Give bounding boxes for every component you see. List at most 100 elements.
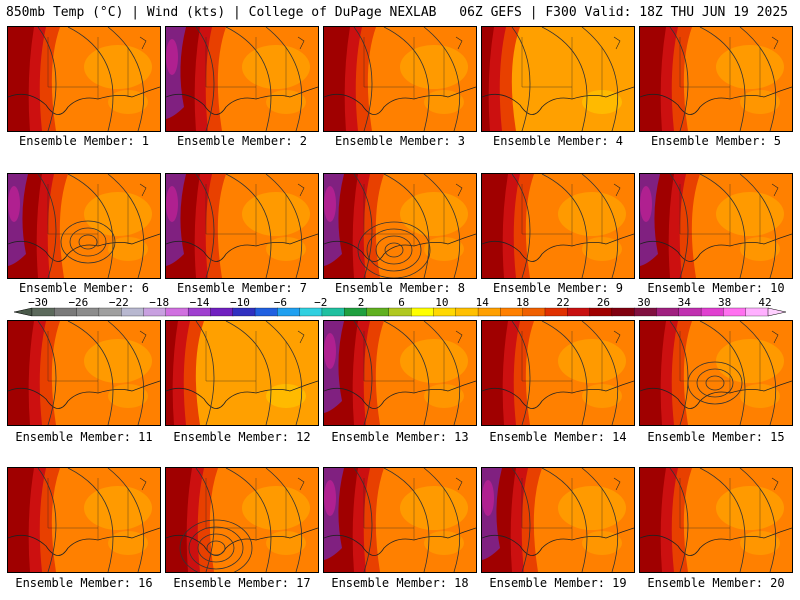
colorbar-swatch <box>700 307 725 317</box>
map-title: 850mb Temp (°C) | Wind (kts) | College o… <box>6 5 437 20</box>
temperature-map <box>640 174 792 278</box>
ensemble-member-label: Ensemble Member: 17 <box>173 576 311 590</box>
colorbar-swatch <box>500 307 524 317</box>
temperature-map <box>324 321 476 425</box>
ensemble-member-label: Ensemble Member: 8 <box>334 281 466 295</box>
colorbar-swatch <box>54 307 78 317</box>
ensemble-member-label: Ensemble Member: 2 <box>176 134 308 148</box>
colorbar-swatch <box>567 307 591 317</box>
colorbar-tick-label: 22 <box>556 296 570 309</box>
colorbar-swatch <box>611 307 635 317</box>
temperature-map <box>482 321 634 425</box>
temperature-map <box>324 468 476 572</box>
colorbar-swatch <box>477 307 502 317</box>
ensemble-map-panel <box>323 173 477 279</box>
ensemble-member-label: Ensemble Member: 20 <box>647 576 785 590</box>
ensemble-member-label: Ensemble Member: 5 <box>650 134 782 148</box>
colorbar-tick-label: −10 <box>230 296 250 309</box>
ensemble-map-panel <box>481 467 635 573</box>
ensemble-map-panel <box>639 320 793 426</box>
colorbar-right-arrow <box>767 307 787 317</box>
colorbar-tick-label: 26 <box>596 296 611 309</box>
colorbar-tick-label: 34 <box>677 296 691 309</box>
colorbar-swatch <box>277 307 301 317</box>
colorbar-swatch <box>76 307 100 317</box>
ensemble-map-panel <box>323 26 477 132</box>
colorbar-swatch <box>187 307 212 317</box>
ensemble-map-panel <box>165 26 319 132</box>
temperature-map <box>640 27 792 131</box>
ensemble-member-label: Ensemble Member: 1 <box>18 134 150 148</box>
colorbar-tick-label: 2 <box>357 296 365 309</box>
colorbar-tick-label: 18 <box>516 296 530 309</box>
temperature-map <box>482 27 634 131</box>
colorbar-tick-label: 42 <box>758 296 772 309</box>
ensemble-map-panel <box>481 173 635 279</box>
ensemble-member-label: Ensemble Member: 15 <box>647 430 785 444</box>
ensemble-map-panel <box>7 467 161 573</box>
colorbar-swatch <box>455 307 479 317</box>
temperature-map <box>166 468 318 572</box>
ensemble-map-panel <box>7 26 161 132</box>
colorbar-swatch <box>121 307 145 317</box>
ensemble-member-label: Ensemble Member: 12 <box>173 430 311 444</box>
colorbar-swatch <box>656 307 680 317</box>
colorbar-swatch <box>165 307 189 317</box>
ensemble-member-label: Ensemble Member: 10 <box>647 281 785 295</box>
temperature-map <box>8 27 160 131</box>
colorbar-tick-label: 6 <box>398 296 405 309</box>
temperature-map <box>8 174 160 278</box>
colorbar-tick-label: −14 <box>189 296 210 309</box>
ensemble-map-panel <box>165 320 319 426</box>
colorbar-swatch <box>589 307 613 317</box>
ensemble-member-label: Ensemble Member: 9 <box>492 281 624 295</box>
ensemble-map-panel <box>481 320 635 426</box>
temperature-map <box>324 27 476 131</box>
colorbar-swatch <box>366 307 390 317</box>
colorbar-swatch <box>678 307 702 317</box>
colorbar-swatch <box>411 307 435 317</box>
colorbar-swatch <box>388 307 412 317</box>
ensemble-map-panel <box>639 467 793 573</box>
ensemble-member-label: Ensemble Member: 19 <box>489 576 627 590</box>
colorbar-swatch <box>232 307 256 317</box>
temperature-map <box>166 174 318 278</box>
colorbar-tick-label: 14 <box>475 296 489 309</box>
colorbar-swatch <box>522 307 546 317</box>
ensemble-map-panel <box>7 320 161 426</box>
ensemble-map-panel <box>323 467 477 573</box>
colorbar-left-arrow <box>13 307 33 317</box>
ensemble-member-label: Ensemble Member: 18 <box>331 576 469 590</box>
ensemble-map-panel <box>165 467 319 573</box>
model-run-info: 06Z GEFS | F300 Valid: 18Z THU JUN 19 20… <box>459 5 788 20</box>
colorbar-tick-label: −2 <box>314 296 328 309</box>
colorbar-swatch <box>544 307 568 317</box>
colorbar-swatch <box>321 307 345 317</box>
ensemble-map-panel <box>481 26 635 132</box>
colorbar-tick-label: −6 <box>273 296 287 309</box>
ensemble-map-panel <box>165 173 319 279</box>
temperature-map <box>166 27 318 131</box>
colorbar-swatch <box>723 307 747 317</box>
colorbar-swatch <box>143 307 167 317</box>
colorbar-swatch <box>210 307 234 317</box>
colorbar-tick-label: −26 <box>68 296 89 309</box>
ensemble-member-label: Ensemble Member: 7 <box>176 281 308 295</box>
ensemble-map-panel <box>639 26 793 132</box>
colorbar-tick-label: −30 <box>28 296 48 309</box>
ensemble-member-label: Ensemble Member: 16 <box>15 576 153 590</box>
temperature-map <box>640 468 792 572</box>
colorbar-swatch <box>344 307 368 317</box>
colorbar-tick-label: −18 <box>149 296 170 309</box>
temperature-map <box>324 174 476 278</box>
ensemble-map-panel <box>639 173 793 279</box>
ensemble-member-label: Ensemble Member: 14 <box>489 430 627 444</box>
ensemble-member-label: Ensemble Member: 6 <box>18 281 150 295</box>
colorbar-swatch <box>98 307 122 317</box>
ensemble-member-label: Ensemble Member: 3 <box>334 134 466 148</box>
temperature-map <box>482 468 634 572</box>
colorbar-swatch <box>254 307 278 317</box>
temperature-map <box>8 321 160 425</box>
colorbar-swatch <box>745 307 769 317</box>
colorbar-tick-label: 10 <box>435 296 449 309</box>
